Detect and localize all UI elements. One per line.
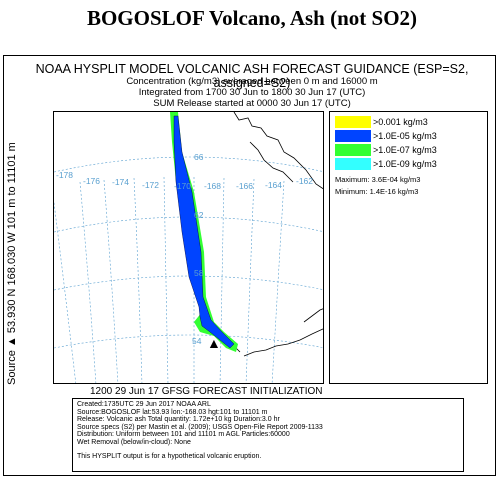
legend-minimum: Minimum: 1.4E-16 kg/m3 <box>335 187 419 196</box>
lat-label: 66 <box>194 152 204 162</box>
plume-blue-layer <box>173 115 235 349</box>
lon-label: -166 <box>236 181 253 191</box>
coastlines <box>203 112 323 357</box>
legend-label: >1.0E-09 kg/m3 <box>373 159 437 169</box>
lat-label: 62 <box>194 210 204 220</box>
release-line: SUM Release started at 0000 30 Jun 17 (U… <box>153 98 351 109</box>
info-line: Distribution: Uniform between 101 and 11… <box>77 431 290 439</box>
page-title: BOGOSLOF Volcano, Ash (not SO2) <box>86 6 418 30</box>
latitude-labels: 66 62 58 54 <box>192 152 204 346</box>
lon-label: -176 <box>83 176 100 186</box>
meridian-lines <box>54 176 285 383</box>
lon-label: -162 <box>296 176 313 186</box>
concentration-line: Concentration (kg/m3) averaged between 0… <box>126 76 378 87</box>
map-panel: -178 -176 -174 -172 -170 -168 -166 -164 … <box>53 111 324 384</box>
ash-map: -178 -176 -174 -172 -170 -168 -166 -164 … <box>54 112 323 383</box>
longitude-labels: -178 -176 -174 -172 -170 -168 -166 -164 … <box>56 170 313 191</box>
lon-label: -168 <box>204 181 221 191</box>
legend-swatch <box>335 116 371 128</box>
legend-swatch <box>335 144 371 156</box>
integration-line: Integrated from 1700 30 Jun to 1800 30 J… <box>138 87 366 98</box>
source-marker-icon: ▲ <box>207 335 221 351</box>
source-side-label: Source ▲ 53.930 N 168.030 W 101 m to 111… <box>6 142 18 385</box>
figure-frame <box>3 55 496 476</box>
lon-label: -172 <box>142 180 159 190</box>
legend-label: >1.0E-07 kg/m3 <box>373 145 437 155</box>
lat-label: 54 <box>192 336 202 346</box>
forecast-init-line: 1200 29 Jun 17 GFSG FORECAST INITIALIZAT… <box>90 386 323 397</box>
info-line: Source:BOGOSLOF lat:53.93 lon:-168.03 hg… <box>77 408 268 416</box>
info-line: Wet Removal (below/in-cloud): None <box>77 438 191 446</box>
legend-swatch <box>335 158 371 170</box>
legend-swatch <box>335 130 371 142</box>
legend-panel: >0.001 kg/m3 >1.0E-05 kg/m3 >1.0E-07 kg/… <box>329 111 488 384</box>
legend-label: >1.0E-05 kg/m3 <box>373 131 437 141</box>
info-line: Release: Volcanic ash Total quantity: 1.… <box>77 416 280 424</box>
legend-label: >0.001 kg/m3 <box>373 117 428 127</box>
lon-label: -170 <box>174 181 191 191</box>
lon-label: -164 <box>265 180 282 190</box>
lat-label: 58 <box>194 268 204 278</box>
model-title: NOAA HYSPLIT MODEL VOLCANIC ASH FORECAST… <box>35 62 469 90</box>
info-line: Created:1735UTC 29 Jun 2017 NOAA ARL <box>77 401 211 408</box>
run-info-box: Created:1735UTC 29 Jun 2017 NOAA ARL Sou… <box>72 398 464 472</box>
info-line: Source specs (S2) per Mastin et al. (200… <box>77 423 323 431</box>
legend-maximum: Maximum: 3.6E-04 kg/m3 <box>335 175 421 184</box>
info-note: This HYSPLIT output is for a hypothetica… <box>77 452 262 460</box>
lon-label: -178 <box>56 170 73 180</box>
lon-label: -174 <box>112 177 129 187</box>
